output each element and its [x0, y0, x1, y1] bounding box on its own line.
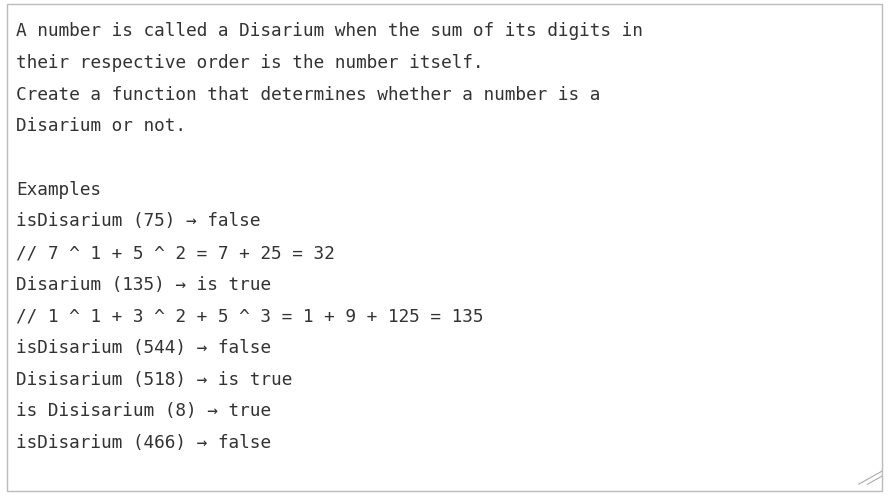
Text: Create a function that determines whether a number is a: Create a function that determines whethe… [16, 86, 600, 103]
Text: isDisarium (544) → false: isDisarium (544) → false [16, 339, 271, 357]
FancyBboxPatch shape [7, 4, 882, 491]
Text: Disarium or not.: Disarium or not. [16, 117, 186, 135]
Text: A number is called a Disarium when the sum of its digits in: A number is called a Disarium when the s… [16, 22, 643, 40]
Text: Disarium (135) → is true: Disarium (135) → is true [16, 276, 271, 294]
Text: isDisarium (466) → false: isDisarium (466) → false [16, 434, 271, 452]
Text: is Disisarium (8) → true: is Disisarium (8) → true [16, 402, 271, 420]
Text: Examples: Examples [16, 181, 101, 198]
Text: Disisarium (518) → is true: Disisarium (518) → is true [16, 371, 292, 389]
Text: isDisarium (75) → false: isDisarium (75) → false [16, 212, 260, 230]
Text: // 7 ^ 1 + 5 ^ 2 = 7 + 25 = 32: // 7 ^ 1 + 5 ^ 2 = 7 + 25 = 32 [16, 244, 335, 262]
Text: their respective order is the number itself.: their respective order is the number its… [16, 54, 484, 72]
Text: // 1 ^ 1 + 3 ^ 2 + 5 ^ 3 = 1 + 9 + 125 = 135: // 1 ^ 1 + 3 ^ 2 + 5 ^ 3 = 1 + 9 + 125 =… [16, 307, 484, 325]
